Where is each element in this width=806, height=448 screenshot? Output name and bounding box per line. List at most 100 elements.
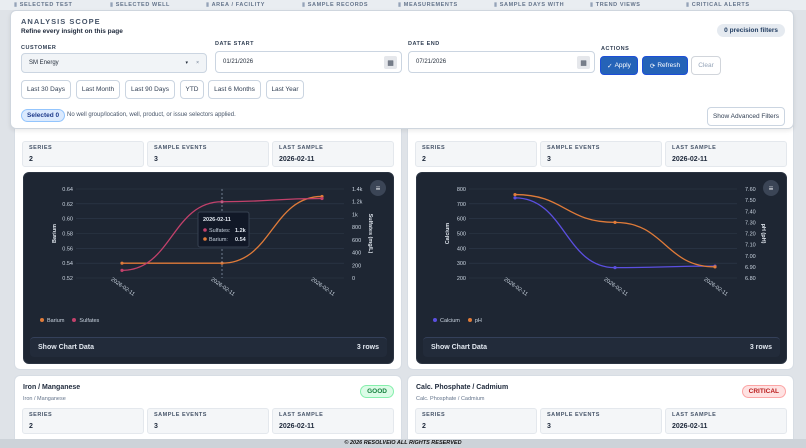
footer: © 2026 RESOLVEIO ALL RIGHTS RESERVED xyxy=(0,439,806,448)
chart-legend: Calcium pH xyxy=(433,318,482,324)
customer-select[interactable]: SM Energy ▾ × xyxy=(21,53,207,73)
apply-button[interactable]: ✓ Apply xyxy=(600,56,638,75)
data-point xyxy=(120,261,124,265)
selected-chip[interactable]: Selected 0 xyxy=(21,109,66,122)
series-line-calcium xyxy=(514,197,716,269)
tab-critical-alerts[interactable]: CRITICAL ALERTS xyxy=(686,0,782,10)
chart-menu-icon[interactable]: ≡ xyxy=(763,180,779,196)
stat-value: 2 xyxy=(422,423,426,430)
stat-series: SERIES 2 xyxy=(415,141,537,167)
calcium-ph-chart: 800 700 600 500 400 300 200 7.60 7.50 7.40 7.30 7.2… xyxy=(445,187,766,298)
y-tick-label: 0.58 xyxy=(62,232,73,238)
card-title: Calc. Phosphate / Cadmium xyxy=(416,384,509,391)
stat-sample-events: SAMPLE EVENTS 3 xyxy=(147,408,269,434)
tab-sample-records[interactable]: SAMPLE RECORDS xyxy=(302,0,398,10)
date-start-input[interactable]: 01/21/2026 ▦ xyxy=(215,51,402,73)
scope-subtitle: Refine every insight on this page xyxy=(21,28,123,35)
quick-range-ytd[interactable]: YTD xyxy=(180,80,204,99)
quick-range-last-90-days[interactable]: Last 90 Days xyxy=(125,80,175,99)
y-right-tick-label: 6.90 xyxy=(745,265,756,271)
stat-value: 2 xyxy=(29,156,33,163)
stat-label: SAMPLE EVENTS xyxy=(154,412,207,418)
show-chart-data-toggle[interactable]: Show Chart Data 3 rows xyxy=(30,337,387,357)
clear-button[interactable]: Clear xyxy=(691,56,721,75)
quick-range-last-30-days[interactable]: Last 30 Days xyxy=(21,80,71,99)
x-tick-label: 2026-02-11 xyxy=(702,277,728,298)
tab-selected-test[interactable]: SELECTED TEST xyxy=(14,0,110,10)
chart-panel: 0.64 0.62 0.60 0.58 0.56 0.54 0.52 1.4k 1.2k 1k 80… xyxy=(23,172,394,364)
data-point xyxy=(513,192,517,197)
y-right-tick-label: 600 xyxy=(352,238,361,244)
legend-item[interactable]: Calcium xyxy=(433,318,460,324)
show-chart-data-label: Show Chart Data xyxy=(38,344,95,351)
status-badge: GOOD xyxy=(360,385,394,398)
y-tick-label: 0.54 xyxy=(62,261,73,267)
stat-value: 2 xyxy=(29,423,33,430)
precision-filters-badge: 0 precision filters xyxy=(717,24,785,37)
quick-range-last-month[interactable]: Last Month xyxy=(76,80,120,99)
y-tick-label: 800 xyxy=(457,187,466,193)
show-chart-data-toggle[interactable]: Show Chart Data 3 rows xyxy=(423,337,780,357)
stat-label: SERIES xyxy=(29,412,53,418)
selectors-note: No well group/location, well, product, o… xyxy=(67,112,236,118)
data-point xyxy=(220,261,224,265)
tab-measurements[interactable]: MEASUREMENTS xyxy=(398,0,494,10)
tab-trend-views[interactable]: TREND VIEWS xyxy=(590,0,686,10)
y-right-axis-label: pH (pH) xyxy=(760,224,766,244)
stat-label: LAST SAMPLE xyxy=(279,145,324,151)
stat-value: 2026-02-11 xyxy=(672,156,708,163)
stat-last-sample: LAST SAMPLE 2026-02-11 xyxy=(665,141,787,167)
y-right-tick-label: 7.00 xyxy=(745,254,756,260)
stat-sample-events: SAMPLE EVENTS 3 xyxy=(540,141,662,167)
data-point xyxy=(613,266,617,270)
card-subtitle: Iron / Manganese xyxy=(23,396,66,402)
legend-item[interactable]: Sulfates xyxy=(72,318,99,324)
y-right-tick-label: 7.20 xyxy=(745,232,756,238)
barium-sulfates-chart: 0.64 0.62 0.60 0.58 0.56 0.54 0.52 1.4k 1.2k 1k 80… xyxy=(52,187,373,298)
x-tick-label: 2026-02-11 xyxy=(209,277,235,298)
legend-label: Barium xyxy=(47,318,65,324)
legend-item[interactable]: Barium xyxy=(40,318,64,324)
check-icon: ✓ xyxy=(607,62,613,70)
y-tick-label: 400 xyxy=(457,246,466,252)
date-start-value: 01/21/2026 xyxy=(223,59,254,65)
apply-label: Apply xyxy=(614,62,631,69)
stat-label: SAMPLE EVENTS xyxy=(154,145,207,151)
show-advanced-filters-button[interactable]: Show Advanced Filters xyxy=(707,107,785,126)
y-tick-label: 500 xyxy=(457,232,466,238)
stat-series: SERIES 2 xyxy=(415,408,537,434)
rows-count: 3 rows xyxy=(356,344,379,351)
tooltip-value: 0.54 xyxy=(235,237,247,243)
stat-last-sample: LAST SAMPLE 2026-02-11 xyxy=(272,141,394,167)
x-tick-label: 2026-02-11 xyxy=(502,277,528,298)
x-tick-label: 2026-02-11 xyxy=(309,277,335,298)
stat-label: SAMPLE EVENTS xyxy=(547,145,600,151)
calendar-icon[interactable]: ▦ xyxy=(384,56,397,69)
y-right-tick-label: 7.50 xyxy=(745,198,756,204)
customer-value: SM Energy xyxy=(29,60,59,66)
y-axis-label: Calcium xyxy=(445,223,451,245)
series-line-barium xyxy=(122,195,323,264)
show-chart-data-label: Show Chart Data xyxy=(431,344,488,351)
tab-selected-well[interactable]: SELECTED WELL xyxy=(110,0,206,10)
stat-label: LAST SAMPLE xyxy=(672,145,717,151)
stat-last-sample: LAST SAMPLE 2026-02-11 xyxy=(665,408,787,434)
date-end-input[interactable]: 07/21/2026 ▦ xyxy=(408,51,595,73)
quick-range-last-year[interactable]: Last Year xyxy=(266,80,304,99)
tab-sample-days[interactable]: SAMPLE DAYS WITH xyxy=(494,0,590,10)
stat-sample-events: SAMPLE EVENTS 3 xyxy=(147,141,269,167)
quick-range-last-6-months[interactable]: Last 6 Months xyxy=(208,80,261,99)
chart-menu-icon[interactable]: ≡ xyxy=(370,180,386,196)
refresh-button[interactable]: ⟳ Refresh xyxy=(642,56,688,75)
y-right-axis-label: Sulfates (mg/L) xyxy=(367,214,373,254)
clear-x-icon[interactable]: × xyxy=(196,60,199,66)
tab-area-facility[interactable]: AREA / FACILITY xyxy=(206,0,302,10)
analysis-scope-panel: ANALYSIS SCOPE Refine every insight on t… xyxy=(10,10,794,129)
y-right-tick-label: 7.10 xyxy=(745,243,756,249)
stat-label: SERIES xyxy=(29,145,53,151)
calendar-icon[interactable]: ▦ xyxy=(577,56,590,69)
legend-item[interactable]: pH xyxy=(467,318,482,324)
y-right-tick-label: 1.2k xyxy=(352,200,363,206)
advanced-filters-label: Show Advanced Filters xyxy=(712,113,780,120)
stat-value: 2 xyxy=(422,156,426,163)
